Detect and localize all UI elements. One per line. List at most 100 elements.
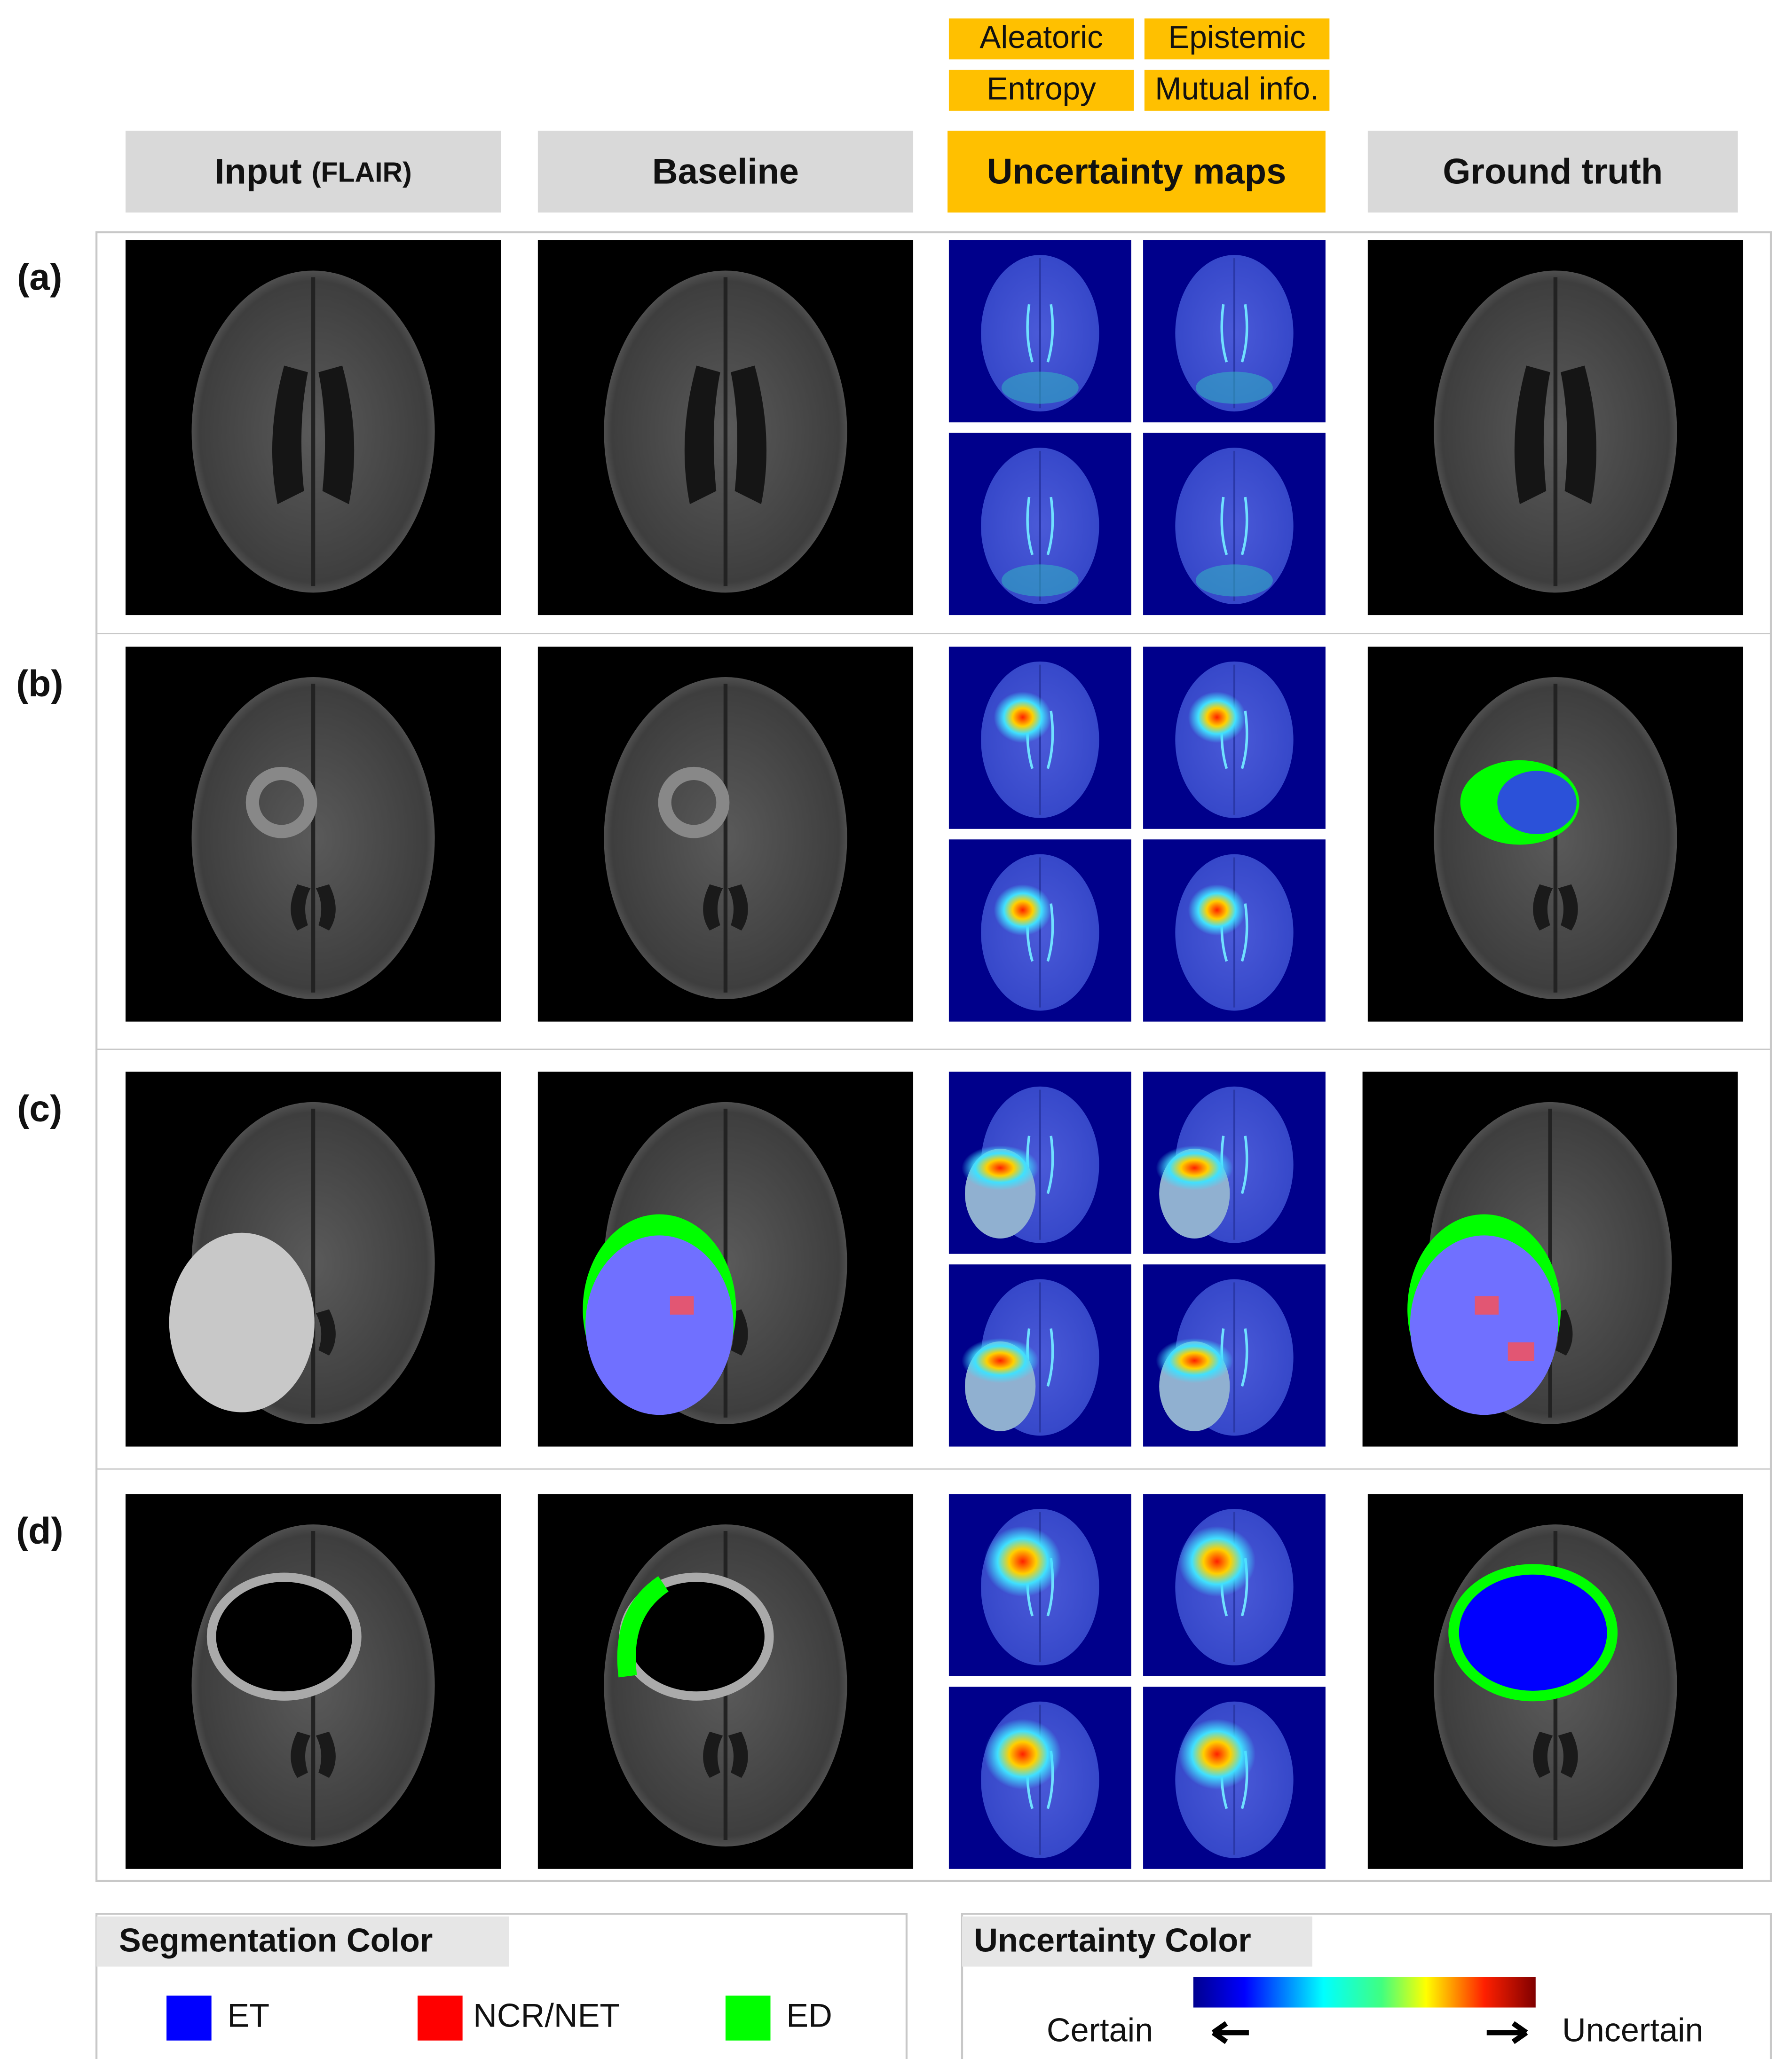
hotspot bbox=[1001, 371, 1079, 404]
legend-title-box bbox=[96, 1916, 509, 1967]
legend-swatch bbox=[725, 1996, 771, 2041]
legend-low-label: Certain bbox=[1047, 2011, 1153, 2048]
column-header-box bbox=[1367, 130, 1738, 213]
column-header: Ground truth bbox=[1443, 152, 1663, 192]
ventricles bbox=[272, 365, 355, 505]
ventricles bbox=[1220, 304, 1248, 363]
brain-image bbox=[537, 647, 914, 1022]
legend-label: ED bbox=[786, 1997, 832, 2034]
ncr-region bbox=[1475, 1296, 1499, 1315]
column-title: Uncertainty maps bbox=[987, 152, 1287, 192]
legend-swatch bbox=[166, 1996, 212, 2041]
brain-image bbox=[948, 240, 1131, 423]
column-header-box bbox=[947, 130, 1326, 213]
brain-image bbox=[1143, 1494, 1326, 1676]
uncertainty-hotspot bbox=[1188, 691, 1246, 743]
brain-image bbox=[1143, 1687, 1326, 1869]
label-box bbox=[1144, 70, 1330, 111]
brain-image bbox=[1143, 1072, 1326, 1254]
ventricles bbox=[291, 884, 336, 931]
ncr-region bbox=[1508, 1342, 1534, 1361]
brain-image bbox=[537, 1494, 914, 1869]
uncertainty-label: Entropy bbox=[987, 71, 1096, 107]
arrow-left bbox=[1211, 2021, 1249, 2044]
uncertainty-hotspot bbox=[994, 884, 1052, 936]
brain-image bbox=[1143, 433, 1326, 615]
brain-image bbox=[125, 1494, 501, 1869]
uncertainty-hotspot bbox=[1156, 1145, 1233, 1191]
brain-image bbox=[1367, 240, 1744, 615]
brain-image bbox=[125, 647, 501, 1022]
legend-frame bbox=[961, 1913, 1772, 2059]
row-label: (c) bbox=[17, 1088, 62, 1129]
brain-image bbox=[1367, 647, 1744, 1022]
ventricles bbox=[1514, 365, 1597, 505]
et-region bbox=[1448, 1564, 1618, 1702]
legend-label: ET bbox=[227, 1997, 269, 2034]
uncertainty-hotspot bbox=[984, 1526, 1061, 1597]
uncertainty-hotspot bbox=[994, 691, 1052, 743]
brain-image bbox=[948, 1687, 1131, 1869]
brain-image bbox=[537, 240, 914, 615]
header: Aleatoric Epistemic Entropy Mutual info. Inp… bbox=[16, 18, 1738, 1552]
ventricles bbox=[1533, 884, 1578, 931]
column-title: Baseline bbox=[652, 152, 799, 192]
arrow-right bbox=[1486, 2021, 1528, 2044]
uncertainty-hotspot bbox=[962, 1338, 1039, 1383]
brain-image bbox=[125, 1072, 501, 1447]
brain-image bbox=[948, 647, 1131, 829]
label-box bbox=[948, 70, 1134, 111]
brain-image bbox=[948, 433, 1131, 615]
uncertainty-label: Mutual info. bbox=[1155, 71, 1319, 107]
brain-image bbox=[125, 240, 501, 615]
column-title: Input bbox=[214, 152, 301, 192]
et-region bbox=[1410, 1235, 1558, 1415]
brain-image bbox=[948, 1494, 1131, 1676]
uncertainty-hotspot bbox=[1178, 1719, 1256, 1790]
ventricles bbox=[703, 1731, 748, 1778]
column-note: (FLAIR) bbox=[312, 157, 412, 188]
uncertainty-hotspot bbox=[1188, 884, 1246, 936]
uncertainty-hotspot bbox=[1178, 1526, 1256, 1597]
brain-image bbox=[1367, 1494, 1744, 1869]
uncertainty-hotspot bbox=[1156, 1338, 1233, 1383]
brain-image bbox=[1143, 240, 1326, 423]
tumor bbox=[169, 1232, 315, 1412]
ventricles bbox=[1026, 497, 1054, 555]
legend-title: Segmentation Color bbox=[119, 1922, 433, 1959]
ventricles bbox=[703, 884, 748, 931]
uncertainty-hotspot bbox=[984, 1719, 1061, 1790]
ncr-region bbox=[670, 1296, 694, 1315]
legend-title-box bbox=[962, 1916, 1312, 1967]
legend-frame bbox=[95, 1913, 908, 2059]
row-label: (b) bbox=[16, 663, 63, 704]
column-header: Input (FLAIR) bbox=[214, 152, 411, 192]
brain-image bbox=[537, 1072, 914, 1447]
ventricles bbox=[1533, 1731, 1578, 1778]
brain-image bbox=[948, 1072, 1131, 1254]
label-box bbox=[948, 18, 1134, 60]
ed-region bbox=[617, 1576, 669, 1678]
lesion bbox=[658, 766, 730, 838]
legends: Segmentation Color Uncertainty Color Cer… bbox=[95, 1913, 1772, 2059]
legend-swatch bbox=[418, 1996, 463, 2041]
legend-label: NCR/NET bbox=[473, 1997, 620, 2034]
column-header-box bbox=[125, 130, 501, 213]
column-header: Baseline bbox=[652, 152, 799, 192]
panel-frame bbox=[95, 231, 1772, 1882]
ventricles bbox=[684, 365, 767, 505]
ventricles bbox=[1026, 304, 1054, 363]
et-region bbox=[585, 1235, 734, 1415]
ventricles bbox=[291, 1731, 336, 1778]
row-label: (a) bbox=[17, 256, 62, 298]
brain-image bbox=[1143, 647, 1326, 829]
ventricles bbox=[1220, 497, 1248, 555]
hotspot bbox=[1196, 371, 1273, 404]
brain-image bbox=[1143, 1264, 1326, 1447]
brain-image bbox=[948, 1264, 1131, 1447]
column-header: Uncertainty maps bbox=[987, 152, 1287, 192]
uncertainty-label: Aleatoric bbox=[979, 20, 1103, 55]
uncertainty-label: Epistemic bbox=[1168, 20, 1305, 55]
uncertainty-hotspot bbox=[962, 1145, 1039, 1191]
